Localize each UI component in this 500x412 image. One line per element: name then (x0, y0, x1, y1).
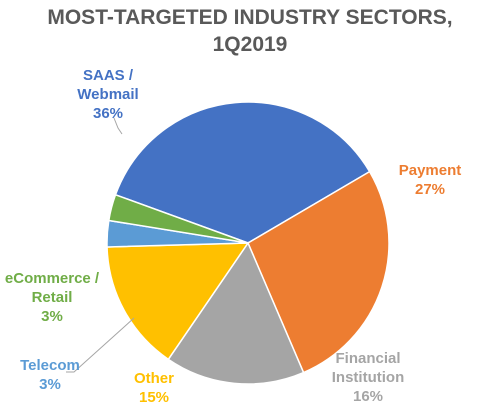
chart-title: MOST-TARGETED INDUSTRY SECTORS, 1Q2019 (47, 6, 452, 56)
slice-value-saas: 36% (93, 105, 123, 122)
pie-slice-saas (114, 101, 371, 244)
slice-label-telecom: Telecom 3% (20, 357, 80, 393)
slice-name-saas: Webmail (77, 86, 138, 103)
pie-slice-payment (247, 170, 390, 374)
pie-slices (106, 101, 390, 385)
slice-label-ecommerce: eCommerce / Retail 3% (5, 270, 100, 325)
slice-name-financial: Financial (335, 350, 400, 367)
leader-line-telecom (66, 317, 135, 373)
slice-name-financial: Institution (332, 369, 404, 386)
slice-name-ecommerce: eCommerce / (5, 270, 100, 287)
leader-lines (66, 117, 135, 373)
slice-value-ecommerce: 3% (41, 308, 63, 325)
slice-label-other: Other 15% (134, 370, 174, 406)
chart-title-line-2: 1Q2019 (213, 33, 288, 56)
chart-title-line-1: MOST-TARGETED INDUSTRY SECTORS, (47, 6, 452, 29)
slice-name-other: Other (134, 370, 174, 387)
slice-label-saas: SAAS / Webmail 36% (77, 67, 138, 122)
pie-slice-other (106, 242, 250, 361)
slice-label-payment: Payment 27% (399, 162, 462, 198)
slice-value-financial: 16% (353, 388, 383, 405)
slice-name-saas: SAAS / (83, 67, 134, 84)
slice-value-other: 15% (139, 389, 169, 406)
slice-label-financial: Financial Institution 16% (332, 350, 404, 405)
pie-slice-financial (167, 241, 305, 385)
slice-name-payment: Payment (399, 162, 462, 179)
slice-value-payment: 27% (415, 181, 445, 198)
leader-line-saas (113, 117, 123, 135)
slice-value-telecom: 3% (39, 376, 61, 393)
slice-labels: SAAS / Webmail 36% Payment 27% Financial Insti… (5, 67, 461, 406)
pie-slice-ecommerce (107, 193, 249, 244)
slice-name-telecom: Telecom (20, 357, 80, 374)
slice-name-ecommerce: Retail (32, 289, 73, 306)
